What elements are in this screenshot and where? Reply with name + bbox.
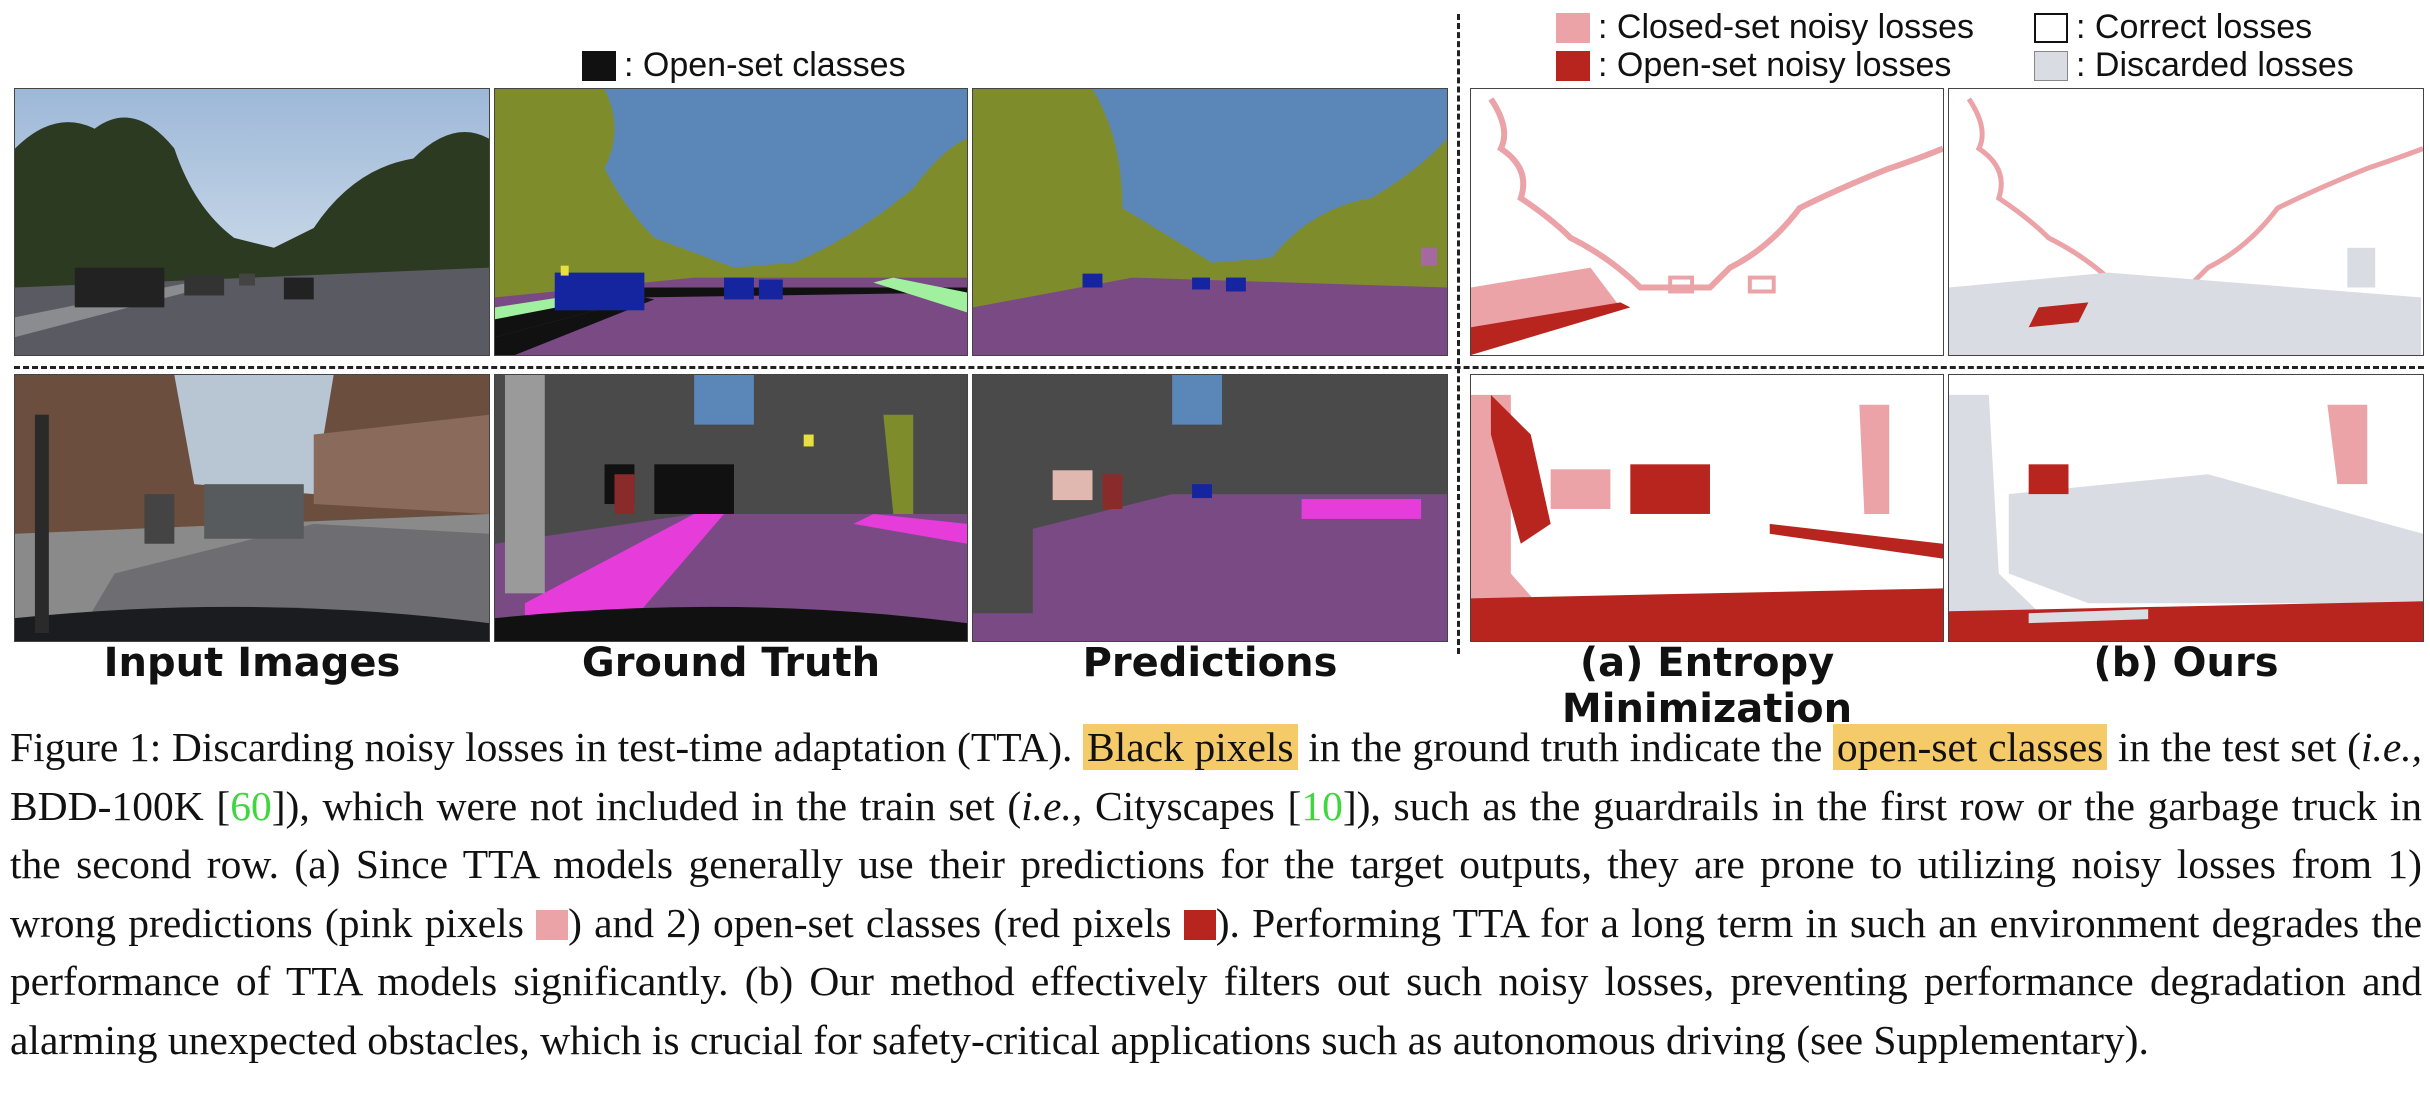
input-image-row1 <box>14 88 490 356</box>
citation-link-10[interactable]: 10 <box>1301 782 1343 829</box>
pink-swatch-icon <box>1556 12 1590 43</box>
vertical-separator <box>1457 14 1460 654</box>
label-predictions: Predictions <box>1082 640 1338 686</box>
label-input-images: Input Images <box>103 640 401 686</box>
highlight-black-pixels: Black pixels <box>1083 724 1298 770</box>
prediction-row1 <box>972 88 1448 356</box>
legend-discarded: : Discarded losses <box>2034 46 2354 85</box>
legend-correct: : Correct losses <box>2034 8 2312 47</box>
ground-truth-row2 <box>494 374 968 642</box>
ground-truth-row1 <box>494 88 968 356</box>
gray-swatch-icon <box>2034 50 2068 81</box>
ours-row1 <box>1948 88 2424 356</box>
white-swatch-icon <box>2034 12 2068 43</box>
pink-square-icon <box>536 909 569 940</box>
citation-link-60[interactable]: 60 <box>230 782 272 829</box>
highlight-open-set-classes: open-set classes <box>1832 724 2108 770</box>
entropy-minimization-row2 <box>1470 374 1944 642</box>
black-swatch-icon <box>582 50 616 81</box>
label-ground-truth: Ground Truth <box>581 640 881 686</box>
ours-row2 <box>1948 374 2424 642</box>
prediction-row2 <box>972 374 1448 642</box>
horizontal-separator <box>14 366 2424 369</box>
red-square-icon <box>1183 909 1216 940</box>
legend-closed-set-noisy: : Closed-set noisy losses <box>1556 8 1974 47</box>
figure-caption: Figure 1: Discarding noisy losses in tes… <box>10 724 2423 1063</box>
input-image-row2 <box>14 374 490 642</box>
entropy-minimization-row1 <box>1470 88 1944 356</box>
label-ours: (b) Ours <box>2093 640 2279 686</box>
legend-open-set-classes: : Open-set classes <box>582 46 906 85</box>
legend-open-set-noisy: : Open-set noisy losses <box>1556 46 1951 85</box>
label-entropy-minimization: (a) Entropy Minimization <box>1561 640 1853 732</box>
red-swatch-icon <box>1556 50 1590 81</box>
